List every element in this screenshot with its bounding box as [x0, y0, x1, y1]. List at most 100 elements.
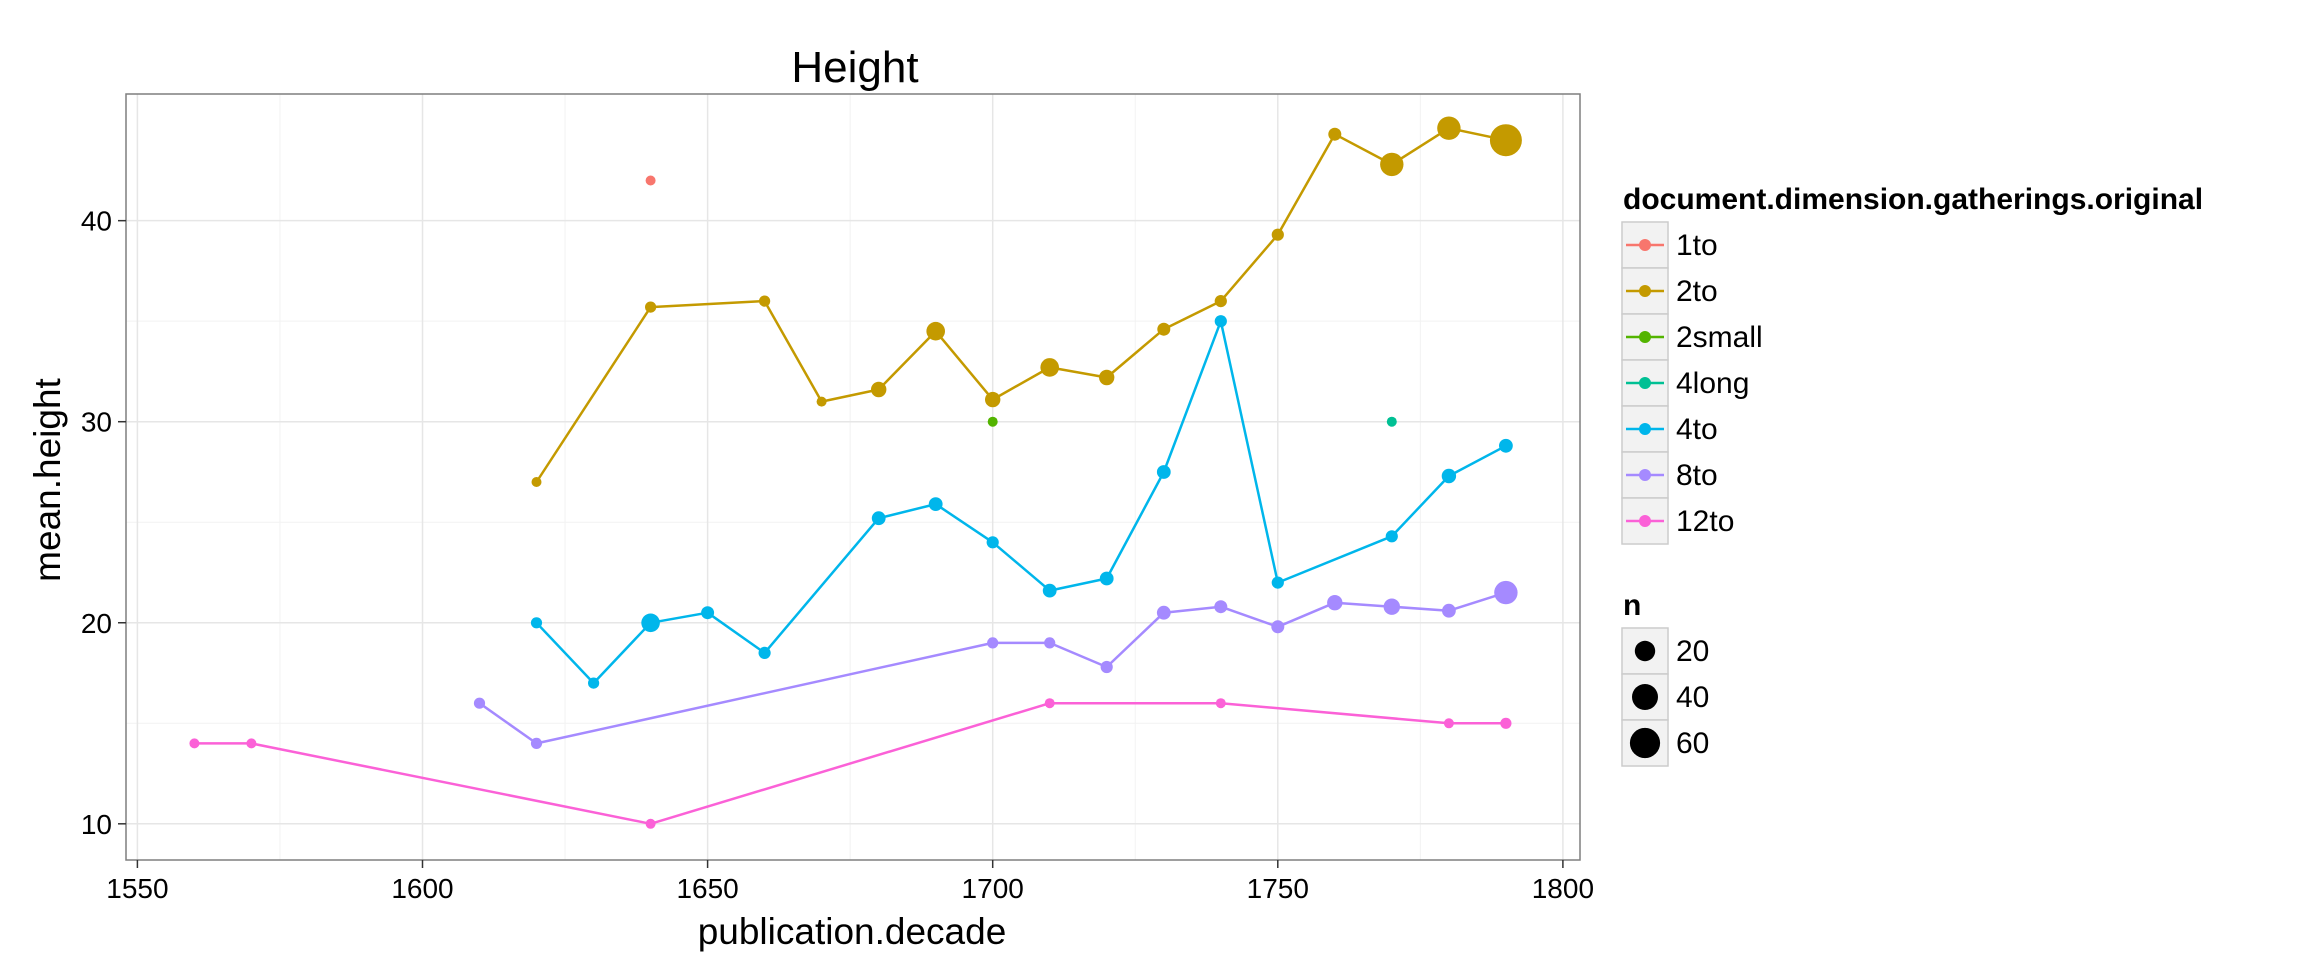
size-legend-items: 20 40 60: [1621, 627, 1709, 767]
legend-label-12to: 12to: [1676, 505, 1734, 538]
chart-title: Height: [791, 43, 918, 92]
data-point-4to: [1441, 468, 1457, 484]
data-point-2to: [1099, 369, 1115, 386]
data-point-8to: [1100, 660, 1113, 674]
legend-key-point: [1639, 331, 1651, 343]
data-point-2to: [985, 391, 1001, 408]
data-point-8to: [1156, 605, 1171, 620]
data-point-2to: [926, 321, 945, 341]
data-point-4to: [1499, 438, 1513, 453]
data-point-12to: [1500, 717, 1512, 729]
y-tick-label: 30: [81, 407, 112, 438]
legend-key-12to: 12to: [1621, 497, 1734, 545]
data-point-8to: [530, 737, 543, 750]
data-point-4to: [758, 646, 771, 660]
data-point-12to: [1215, 698, 1226, 709]
y-tick-label: 10: [81, 809, 112, 840]
legend-key-point: [1639, 377, 1651, 389]
series-points: [189, 116, 1522, 829]
size-legend-point: [1629, 727, 1661, 759]
x-tick-label: 1550: [106, 873, 168, 904]
data-point-12to: [246, 738, 257, 749]
size-legend-key: 20: [1621, 627, 1709, 675]
data-point-2to: [1489, 124, 1522, 157]
x-tick-label: 1750: [1247, 873, 1309, 904]
data-point-8to: [1442, 603, 1456, 618]
legend-key-2to: 2to: [1621, 267, 1718, 315]
legend-label-2small: 2small: [1676, 321, 1763, 354]
data-point-2to: [645, 301, 657, 313]
data-point-8to: [1271, 620, 1285, 634]
data-point-8to: [473, 697, 486, 709]
size-legend-key: 40: [1621, 673, 1709, 721]
data-point-2to: [1271, 228, 1284, 241]
legend-key-2small: 2small: [1621, 313, 1763, 361]
data-point-1to: [645, 175, 656, 186]
legend: document.dimension.gatherings.original 1…: [1621, 183, 2203, 767]
legend-key-point: [1639, 515, 1651, 527]
x-tick-label: 1700: [962, 873, 1024, 904]
legend-key-1to: 1to: [1621, 221, 1718, 269]
data-point-4to: [1214, 315, 1227, 328]
size-legend-label: 60: [1676, 727, 1709, 760]
data-point-8to: [1327, 595, 1343, 611]
data-point-2to: [1328, 127, 1342, 141]
series-line-2to: [535, 126, 1507, 483]
data-point-4to: [1099, 571, 1114, 586]
data-point-2to: [531, 477, 542, 487]
data-point-2to: [1437, 116, 1461, 140]
data-point-4to: [928, 497, 943, 511]
data-point-4to: [588, 677, 600, 689]
legend-key-8to: 8to: [1621, 451, 1718, 499]
data-point-4to: [641, 613, 660, 633]
size-legend-point: [1632, 684, 1658, 710]
data-point-2to: [1214, 295, 1227, 308]
data-point-2to: [816, 396, 827, 407]
y-axis-title: mean.height: [27, 377, 68, 581]
x-tick-label: 1800: [1532, 873, 1594, 904]
legend-key-point: [1639, 285, 1651, 297]
legend-label-2to: 2to: [1676, 275, 1718, 308]
data-point-4to: [1271, 576, 1284, 589]
legend-label-4long: 4long: [1676, 367, 1749, 400]
data-point-12to: [189, 738, 200, 749]
color-legend-title: document.dimension.gatherings.original: [1623, 183, 2203, 216]
data-point-8to: [987, 637, 999, 649]
plot-panel: [126, 94, 1580, 860]
data-point-2to: [1040, 358, 1059, 377]
data-point-12to: [645, 818, 656, 829]
size-legend-label: 20: [1676, 635, 1709, 668]
y-tick-label: 40: [81, 206, 112, 237]
legend-key-point: [1639, 239, 1651, 251]
legend-label-1to: 1to: [1676, 229, 1718, 262]
data-point-8to: [1044, 637, 1056, 649]
data-point-2to: [759, 295, 771, 307]
data-point-8to: [1494, 580, 1518, 605]
data-point-12to: [1443, 718, 1454, 729]
size-legend-title: n: [1623, 589, 1641, 622]
x-axis: 1550 1600 1650 1700 1750 1800: [106, 860, 1594, 904]
data-point-4to: [1156, 465, 1171, 479]
grid: [126, 94, 1580, 860]
data-point-4to: [1042, 583, 1057, 598]
data-point-4to: [530, 617, 543, 629]
data-point-4to: [1385, 530, 1398, 543]
x-axis-title: publication.decade: [698, 911, 1007, 952]
plot-panel-border: [125, 93, 1581, 861]
x-tick-label: 1600: [391, 873, 453, 904]
legend-key-point: [1639, 469, 1651, 481]
series-line-4to: [535, 319, 1507, 685]
legend-key-4long: 4long: [1621, 359, 1749, 407]
data-point-4to: [701, 606, 715, 620]
size-legend-point: [1634, 640, 1656, 662]
legend-label-4to: 4to: [1676, 413, 1718, 446]
legend-key-point: [1639, 423, 1651, 435]
size-legend-key: 60: [1621, 719, 1709, 767]
size-legend-label: 40: [1676, 681, 1709, 714]
data-point-8to: [1383, 598, 1401, 615]
color-legend-items: 1to 2to 2small 4long 4to 8to 12to: [1621, 221, 1763, 545]
y-tick-label: 20: [81, 608, 112, 639]
y-axis: 10 20 30 40: [81, 206, 126, 840]
x-tick-label: 1650: [676, 873, 738, 904]
